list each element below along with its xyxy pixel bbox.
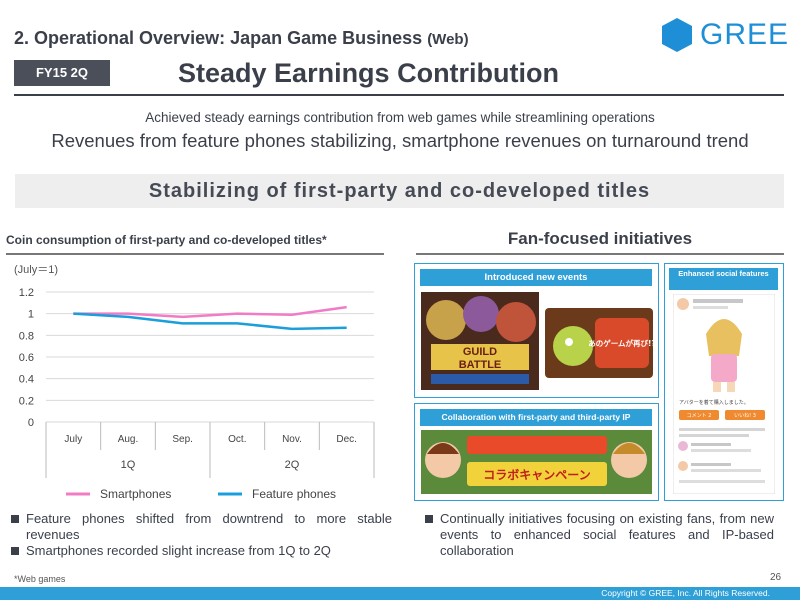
y-tick-label: 0	[28, 417, 34, 429]
subtitle-line-2: Revenues from feature phones stabilizing…	[51, 130, 749, 151]
section-title-suffix: (Web)	[427, 31, 469, 48]
like-button-label: いいね! 3	[734, 413, 756, 419]
social-features-panel: Enhanced social features アバターを着て購入しました。 …	[664, 263, 784, 501]
x-tick-label: July	[64, 434, 82, 445]
guild-tile-line-1: GUILD	[463, 346, 497, 358]
social-features-header: Enhanced social features	[669, 268, 778, 290]
x-tick-label: Oct.	[228, 434, 246, 445]
fan-initiatives-divider	[416, 253, 784, 255]
social-post-text: アバターを着て購入しました。	[679, 399, 749, 406]
page-headline: Steady Earnings Contribution	[178, 58, 560, 88]
section-title: 2. Operational Overview: Japan Game Busi…	[14, 28, 469, 49]
page-number: 26	[770, 572, 782, 583]
fiscal-period-badge: FY15 2Q	[14, 60, 110, 86]
footer-bar	[0, 587, 800, 600]
guild-tile-line-2: BATTLE	[459, 359, 502, 371]
x-tick-label: Sep.	[172, 434, 193, 445]
coin-consumption-chart: (July＝1) 0 0.2 0.4 0.6 0.8 1 1.2 July Aug. Sep. Oct…	[14, 264, 375, 501]
x-tick-label: Dec.	[336, 434, 357, 445]
y-tick-label: 1.2	[19, 287, 34, 299]
collab-campaign-text: コラボキャンペーン	[483, 467, 590, 482]
x-tick-label: Nov.	[282, 434, 302, 445]
quarter-label: 1Q	[121, 459, 136, 471]
guild-battle-event-image: GUILD BATTLE	[421, 292, 539, 390]
social-feed-screenshot: アバターを着て購入しました。 コメント 2 いいね! 3	[673, 294, 775, 494]
gree-logo-hexagon-icon	[662, 18, 692, 52]
subtitle-line-1: Achieved steady earnings contribution fr…	[145, 110, 655, 125]
gree-logo	[662, 18, 692, 52]
right-bullet-list: Continually initiatives focusing on exis…	[424, 511, 774, 559]
y-tick-label: 1	[28, 309, 34, 321]
revival-event-image: あのゲームが再び!?	[545, 308, 653, 378]
copyright: Copyright © GREE, Inc. All Rights Reserv…	[601, 588, 770, 598]
right-bullet-item: Continually initiatives focusing on exis…	[424, 511, 774, 559]
quarter-label: 2Q	[285, 459, 300, 471]
section-title-text: 2. Operational Overview: Japan Game Busi…	[14, 28, 423, 48]
legend-label: Feature phones	[252, 487, 336, 501]
headline-divider	[14, 94, 784, 96]
y-tick-label: 0.8	[19, 330, 34, 342]
chart-scale-note: (July＝1)	[14, 264, 58, 276]
y-tick-label: 0.4	[19, 374, 34, 386]
footnote: *Web games	[14, 574, 66, 584]
series-line-feature-phones	[73, 312, 347, 331]
avatar	[677, 298, 689, 310]
series-line-smartphones	[73, 305, 347, 319]
collaboration-panel: Collaboration with first-party and third…	[414, 403, 659, 501]
y-tick-label: 0.6	[19, 352, 34, 364]
new-events-header: Introduced new events	[420, 269, 652, 286]
left-bullet-item: Feature phones shifted from downtrend to…	[10, 511, 392, 543]
revival-tile-text: あのゲームが再び!?	[588, 338, 653, 348]
comment-button-label: コメント 2	[687, 413, 712, 419]
collaboration-header: Collaboration with first-party and third…	[420, 409, 652, 426]
left-bullet-list: Feature phones shifted from downtrend to…	[10, 511, 392, 559]
chart-title-divider	[6, 253, 384, 255]
legend-label: Smartphones	[100, 487, 171, 501]
collaboration-campaign-image: コラボキャンペーン	[421, 430, 652, 494]
chart-title: Coin consumption of first-party and co-d…	[6, 233, 327, 247]
logo-text: GREE	[700, 18, 790, 51]
fan-initiatives-title: Fan-focused initiatives	[507, 229, 693, 248]
new-events-panel: Introduced new events GUILD BATTLE あのゲーム…	[414, 263, 659, 398]
x-tick-label: Aug.	[118, 434, 139, 445]
section-banner: Stabilizing of first-party and co-develo…	[15, 174, 784, 208]
left-bullet-item: Smartphones recorded slight increase fro…	[10, 543, 392, 559]
y-tick-label: 0.2	[19, 395, 34, 407]
